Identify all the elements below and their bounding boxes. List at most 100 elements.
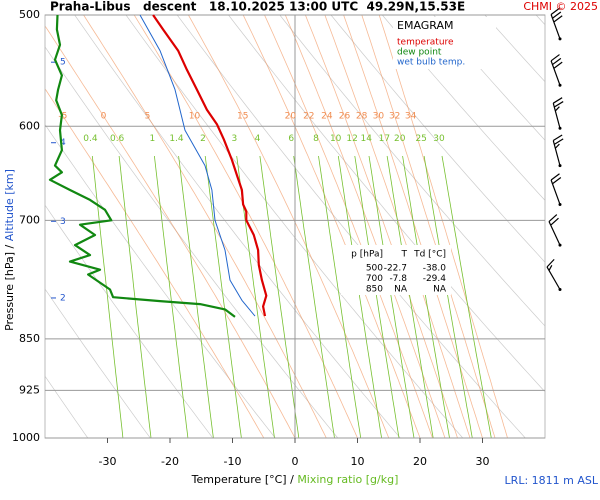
legend-entry: temperature <box>397 38 454 48</box>
y-tick-label: 700 <box>19 213 40 226</box>
barb <box>554 143 560 149</box>
mixing-ratio-line <box>204 155 242 438</box>
moist-adiabat <box>133 15 358 438</box>
y-tick-label: 850 <box>19 332 40 345</box>
lrl: LRL: 1811 m ASL <box>505 474 599 487</box>
dry-adiabat <box>74 15 401 438</box>
mixing-ratio-label: 4 <box>255 134 261 144</box>
moist-adiabat <box>378 15 508 438</box>
y2-tick-label: 3 <box>60 217 66 227</box>
x-label: Temperature [°C] <box>191 473 287 486</box>
barb-staff <box>546 266 561 290</box>
dry-adiabat <box>45 123 276 438</box>
y-tick-label: 600 <box>19 119 40 132</box>
mixing-ratio-line <box>386 155 434 438</box>
profile-line <box>48 14 236 318</box>
moist-adiabat-label: -5 <box>58 112 67 122</box>
mixing-ratio-line <box>118 155 152 438</box>
barb <box>552 11 562 19</box>
moist-adiabat-label: 30 <box>373 112 385 122</box>
x-tick-label: -10 <box>224 455 242 468</box>
moist-adiabat <box>45 25 296 438</box>
mixing-ratio-label: 0.6 <box>110 134 125 144</box>
x-tick-label: 10 <box>351 455 365 468</box>
mixing-ratio-line <box>423 155 473 438</box>
mixing-ratio-line <box>354 155 400 438</box>
barb-base <box>558 287 562 291</box>
wind-barb <box>550 173 562 206</box>
moist-adiabat-label: 15 <box>237 112 248 122</box>
table-cell: -38.0 <box>423 264 447 274</box>
barb <box>553 15 563 23</box>
mixing-ratio-label: 2 <box>200 134 206 144</box>
moist-adiabat-label: 10 <box>189 112 201 122</box>
barb <box>553 138 564 145</box>
barb-staff <box>548 221 561 246</box>
mixing-ratio-line <box>154 155 189 438</box>
table-cell: -7.8 <box>389 274 407 284</box>
y2-tick-label: 5 <box>60 58 66 68</box>
barb-base <box>558 243 562 247</box>
mixing-ratio-line <box>337 155 382 438</box>
barb <box>550 217 559 226</box>
barb-base <box>558 164 562 168</box>
barb <box>553 61 563 69</box>
mixing-ratio-label: 0.4 <box>83 134 98 144</box>
profile-line <box>139 14 256 317</box>
x-tick-label: 20 <box>413 455 427 468</box>
y2-label: Altitude [km] <box>3 169 16 241</box>
y-tick-label: 1000 <box>12 431 40 444</box>
y-tick-label: 925 <box>19 383 40 396</box>
barb-staff <box>550 60 561 86</box>
table-cell: NA <box>394 285 408 295</box>
background-lines <box>45 15 545 438</box>
dry-adiabat <box>45 288 151 438</box>
wind-barb <box>548 214 562 247</box>
x2-label: Mixing ratio [g/kg] <box>297 473 398 486</box>
mixing-ratio-line <box>318 155 362 438</box>
dry-adiabat <box>45 204 214 438</box>
wind-barb <box>550 7 563 41</box>
dry-adiabat <box>45 375 89 438</box>
mixing-ratio-label: 10 <box>330 134 342 144</box>
moist-adiabat-label: 20 <box>285 112 297 122</box>
y2-tick-label: 2 <box>60 293 66 303</box>
mixing-ratio-line <box>402 155 450 438</box>
mixing-ratio-line <box>91 155 124 438</box>
mixing-ratio-label: 1 <box>149 134 155 144</box>
barb-staff <box>552 103 561 129</box>
mixing-ratio-label: 17 <box>379 134 390 144</box>
moist-adiabat-label: 0 <box>101 112 107 122</box>
table-cell: -29.4 <box>423 274 447 284</box>
mixing-ratio-line <box>441 155 492 438</box>
barb <box>552 57 562 66</box>
moist-adiabat-label: 34 <box>405 112 417 122</box>
legend-entry: wet bulb temp. <box>397 58 465 68</box>
legend-title: EMAGRAM <box>397 19 454 32</box>
mixing-ratio-label: 14 <box>361 134 373 144</box>
barb-base <box>558 202 562 206</box>
separator: / <box>290 473 294 486</box>
mixing-ratio-label: 1.4 <box>169 134 184 144</box>
moist-adiabat-label: 24 <box>321 112 333 122</box>
table-header: p [hPa] <box>351 250 383 260</box>
barb <box>552 134 563 142</box>
x-tick-label: -30 <box>99 455 117 468</box>
barb <box>554 106 560 112</box>
barb <box>553 101 564 108</box>
mixing-ratio-label: 8 <box>313 134 319 144</box>
separator: / <box>3 244 16 248</box>
table-cell: 500 <box>366 264 383 274</box>
barb-staff <box>550 179 561 205</box>
moist-adiabat-label: 32 <box>389 112 400 122</box>
plot: -5 0 5 10 15 20 22 24 26 28 30 32 340.4 0.6 1 1.4 2 3 4 6 8 1… <box>12 7 564 468</box>
copyright: CHMI © 2025 <box>523 0 598 13</box>
profile-line <box>152 14 268 317</box>
barb <box>550 173 560 181</box>
dry-adiabat <box>433 15 545 141</box>
mixing-ratio-label: 3 <box>232 134 238 144</box>
barb <box>552 177 562 185</box>
table-cell: 700 <box>366 274 383 284</box>
dry-adiabat <box>279 15 545 327</box>
